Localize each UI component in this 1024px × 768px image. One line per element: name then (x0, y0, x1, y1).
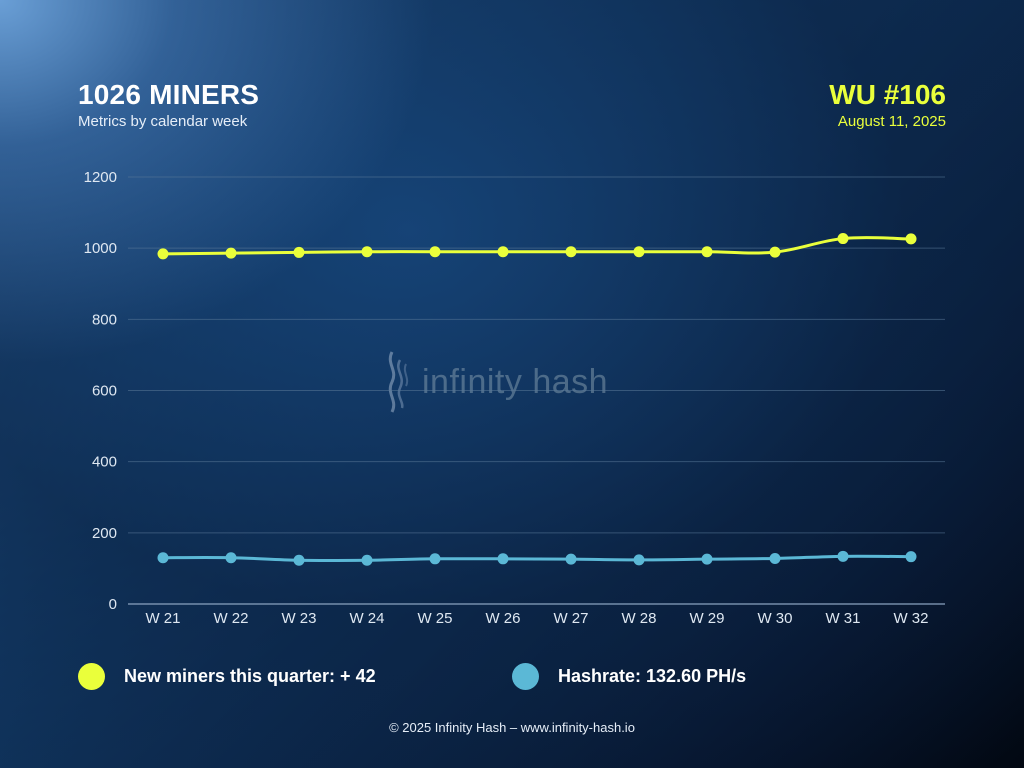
footer-copyright: © 2025 Infinity Hash – www.infinity-hash… (389, 720, 635, 735)
x-tick-label: W 23 (281, 610, 316, 627)
data-point-miners (905, 233, 917, 245)
data-point-hashrate (225, 552, 237, 564)
data-point-hashrate (633, 554, 645, 566)
data-point-hashrate (905, 551, 917, 563)
data-point-miners (497, 246, 509, 258)
y-tick-label: 200 (92, 525, 117, 542)
legend-label-hashrate: Hashrate: 132.60 PH/s (558, 666, 747, 686)
x-tick-label: W 29 (689, 610, 724, 627)
watermark: infinity hash (384, 348, 608, 416)
x-tick-label: W 30 (757, 610, 792, 627)
data-point-hashrate (769, 552, 781, 564)
y-tick-label: 1200 (84, 169, 117, 186)
y-tick-label: 1000 (84, 240, 117, 257)
x-tick-label: W 24 (349, 610, 384, 627)
legend-item-miners: New miners this quarter: + 42 (78, 663, 376, 690)
data-point-hashrate (565, 553, 577, 565)
data-point-miners (701, 246, 713, 258)
data-point-miners (429, 246, 441, 258)
legend-label-miners: New miners this quarter: + 42 (124, 666, 376, 686)
y-tick-label: 400 (92, 454, 117, 471)
legend-swatch-hashrate (512, 663, 539, 690)
data-point-hashrate (293, 554, 305, 566)
x-tick-label: W 32 (893, 610, 928, 627)
data-point-hashrate (701, 553, 713, 565)
y-tick-label: 600 (92, 383, 117, 400)
x-tick-label: W 28 (621, 610, 656, 627)
data-point-miners (157, 248, 169, 260)
legend-swatch-miners (78, 663, 105, 690)
y-tick-label: 800 (92, 311, 117, 328)
data-point-miners (769, 246, 781, 258)
x-tick-label: W 22 (213, 610, 248, 627)
data-point-hashrate (837, 550, 849, 562)
update-date: August 11, 2025 (837, 113, 946, 130)
data-point-miners (225, 247, 237, 259)
x-tick-label: W 21 (145, 610, 180, 627)
watermark-text: infinity hash (422, 362, 609, 401)
data-point-hashrate (497, 553, 509, 565)
data-point-miners (837, 233, 849, 245)
data-point-miners (633, 246, 645, 258)
data-point-hashrate (361, 554, 373, 566)
y-tick-label: 0 (109, 596, 117, 613)
update-number: WU #106 (829, 79, 946, 110)
series-line-miners (161, 236, 913, 256)
series-line-hashrate (161, 554, 913, 563)
x-tick-label: W 25 (417, 610, 452, 627)
data-point-hashrate (429, 553, 441, 565)
x-tick-label: W 26 (485, 610, 520, 627)
page-title: 1026 MINERS (78, 79, 260, 110)
page-subtitle: Metrics by calendar week (78, 113, 248, 130)
infinity-hash-logo-icon (388, 351, 409, 413)
data-point-miners (565, 246, 577, 258)
legend-item-hashrate: Hashrate: 132.60 PH/s (512, 663, 746, 690)
x-tick-label: W 27 (553, 610, 588, 627)
data-point-miners (293, 246, 305, 258)
data-point-hashrate (157, 552, 169, 564)
data-point-miners (361, 246, 373, 258)
x-tick-label: W 31 (825, 610, 860, 627)
